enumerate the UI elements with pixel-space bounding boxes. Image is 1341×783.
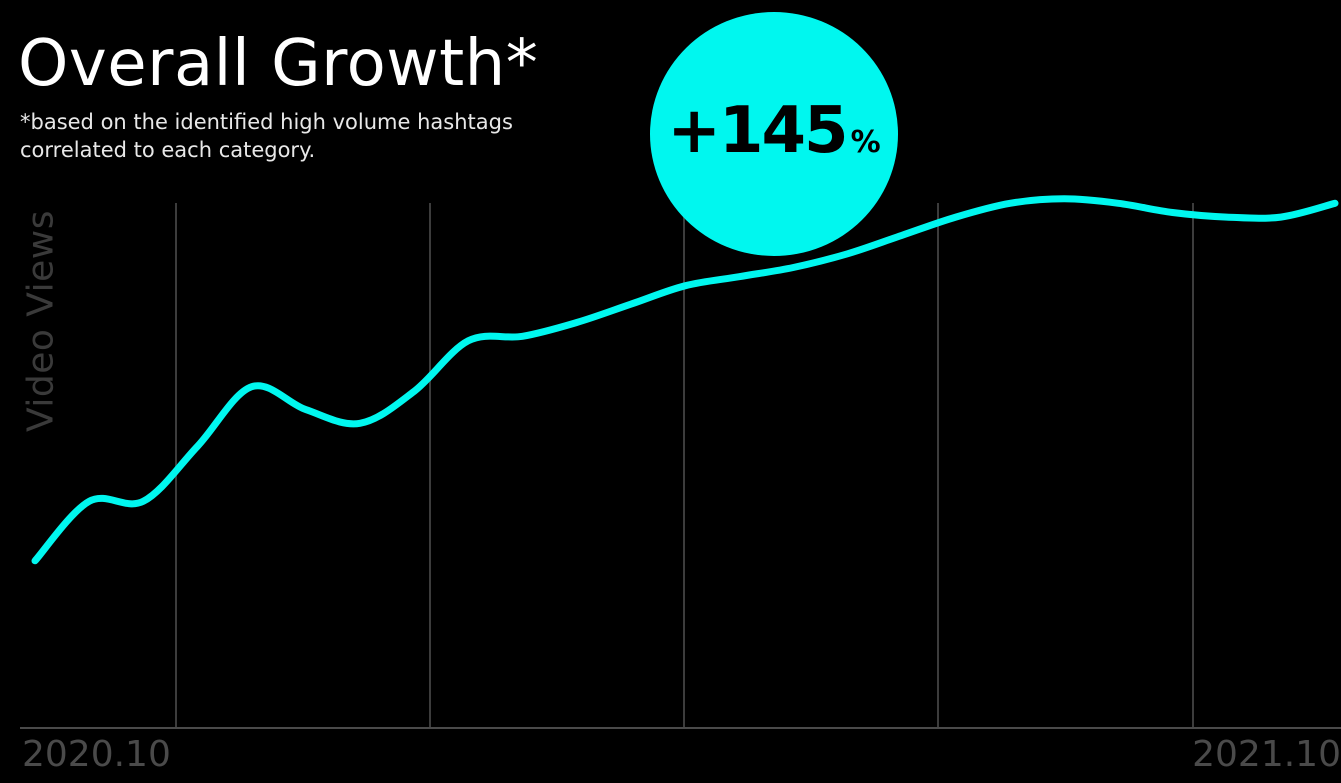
subtitle-line: correlated to each category. [20,138,316,162]
growth-badge: +145% [650,12,898,256]
series-line [31,195,1339,565]
growth-value: +145% [667,94,880,168]
growth-unit: % [850,125,881,160]
x-tick-label-end: 2021.10 [1192,734,1341,775]
growth-number: +145 [667,94,848,168]
x-tick-label-start: 2020.10 [22,734,171,775]
page-title: Overall Growth* [18,27,539,101]
subtitle: *based on the identified high volume has… [20,108,580,164]
grid-lines [175,203,1194,728]
y-axis-label: Video Views [20,210,62,432]
subtitle-line: *based on the identified high volume has… [20,110,513,134]
